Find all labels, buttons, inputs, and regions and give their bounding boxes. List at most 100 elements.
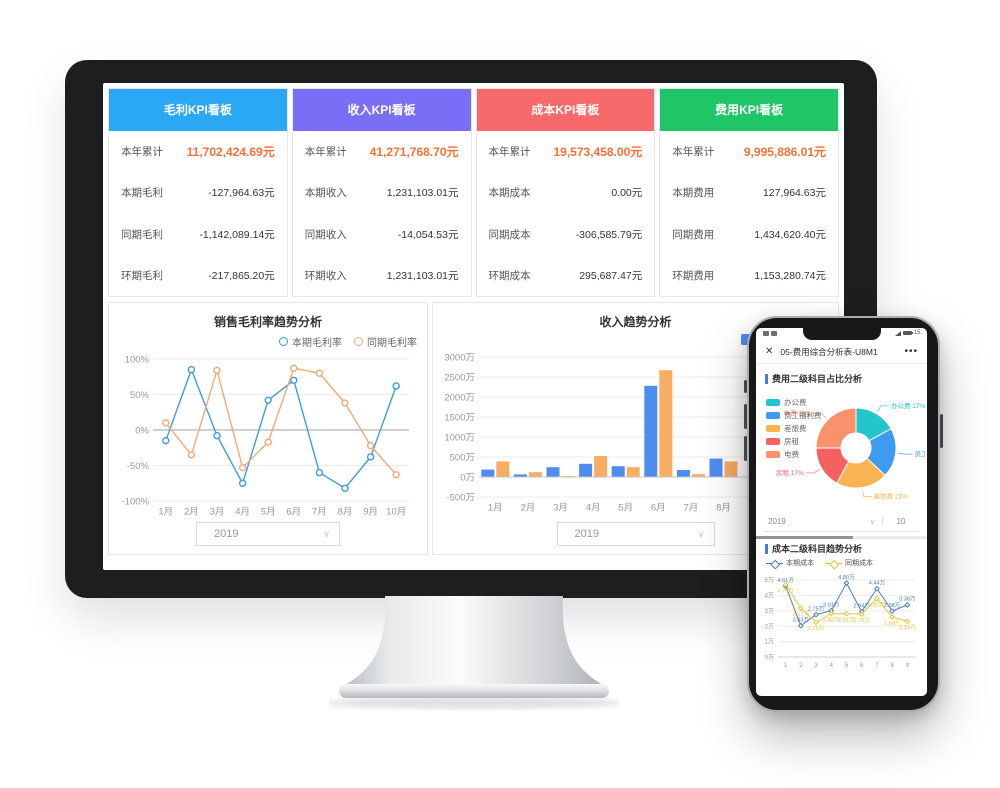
scroll-indicator[interactable] <box>756 536 927 539</box>
svg-text:1500万: 1500万 <box>444 412 475 423</box>
svg-text:6月: 6月 <box>286 507 301 518</box>
svg-text:1万: 1万 <box>765 639 774 646</box>
year-dropdown[interactable]: 2019 ∨ <box>556 522 715 546</box>
chevron-down-icon: ∨ <box>869 518 875 526</box>
legend-item-prior-cost[interactable]: 同期成本 <box>825 558 873 568</box>
swatch-icon <box>766 451 780 458</box>
kpi-row-label: 同期毛利 <box>121 228 163 241</box>
chevron-down-icon: ∨ <box>323 528 330 539</box>
svg-text:2万: 2万 <box>765 623 774 630</box>
kpi-row-label: 环期毛利 <box>121 269 163 282</box>
svg-text:1: 1 <box>784 663 788 669</box>
legend-label: 差旅费 <box>784 424 807 433</box>
svg-text:3.01万: 3.01万 <box>823 601 840 608</box>
year-selector[interactable]: 2019 <box>768 517 786 526</box>
svg-text:6: 6 <box>860 663 864 669</box>
svg-text:4月: 4月 <box>586 503 601 514</box>
svg-text:7月: 7月 <box>684 503 699 514</box>
circle-marker-icon <box>279 337 288 346</box>
stand-base <box>339 684 609 698</box>
svg-text:电费 25%: 电费 25% <box>784 408 812 417</box>
svg-text:3万: 3万 <box>765 608 774 615</box>
diamond-marker-icon <box>766 559 783 567</box>
year-dropdown[interactable]: 2019 ∨ <box>196 522 340 546</box>
legend-square-partial[interactable] <box>741 334 752 345</box>
circle-marker-icon <box>354 337 363 346</box>
kpi-row-label: 本年累计 <box>488 146 531 159</box>
legend-label: 办公费 <box>784 398 807 407</box>
svg-text:8月: 8月 <box>716 503 731 514</box>
legend-item-office[interactable]: 办公费 <box>766 396 822 409</box>
more-menu-icon[interactable]: ••• <box>904 346 918 357</box>
svg-text:3月: 3月 <box>553 503 568 514</box>
stand-shadow <box>329 697 619 709</box>
chart-legend: 本期毛利率 同期毛利率 <box>279 334 417 349</box>
page-title: 05-费用综合分析表-U8M1 <box>780 346 878 357</box>
power-button <box>940 414 943 448</box>
kpi-row: 本年累计 19,573,458.00元 <box>477 131 655 172</box>
svg-text:-100%: -100% <box>122 496 150 507</box>
svg-text:7月: 7月 <box>312 507 327 518</box>
kpi-row-label: 本期收入 <box>304 187 347 200</box>
svg-text:1000万: 1000万 <box>444 432 475 443</box>
kpi-row-label: 同期成本 <box>488 228 531 241</box>
chart-title: 销售毛利率趋势分析 <box>213 315 322 329</box>
svg-text:3: 3 <box>814 663 818 669</box>
svg-text:3000万: 3000万 <box>444 352 475 363</box>
kpi-card-header: 毛利KPI看板 <box>109 89 287 131</box>
svg-text:10月: 10月 <box>386 507 406 518</box>
svg-text:3.38万: 3.38万 <box>899 596 916 603</box>
svg-text:100%: 100% <box>125 354 150 365</box>
legend-item-current-margin[interactable]: 本期毛利率 <box>279 334 342 349</box>
kpi-row: 同期毛利 -1,142,089.14元 <box>109 214 287 255</box>
legend-item-travel[interactable]: 差旅费 <box>766 422 822 435</box>
legend-item-rent[interactable]: 房租 <box>766 435 822 448</box>
kpi-row: 本期收入 1,231,103.01元 <box>293 172 471 213</box>
svg-text:-500万: -500万 <box>446 492 475 503</box>
diamond-marker-icon <box>825 559 842 567</box>
svg-text:-50%: -50% <box>127 461 150 472</box>
status-icon <box>763 331 769 336</box>
legend-item-current-cost[interactable]: 本期成本 <box>766 558 814 568</box>
kpi-row-value: 11,702,424.69元 <box>186 145 275 160</box>
kpi-row-value: -127,964.63元 <box>208 187 275 200</box>
legend-item-welfare[interactable]: 员工福利费 <box>766 409 822 422</box>
kpi-row: 环期毛利 -217,865.20元 <box>109 255 287 296</box>
status-icon <box>771 331 777 336</box>
status-bar-left <box>763 331 777 336</box>
kpi-row-label: 环期成本 <box>488 269 531 282</box>
svg-text:员工: 员工 <box>915 450 925 458</box>
legend-item-prior-margin[interactable]: 同期毛利率 <box>354 334 417 349</box>
svg-text:9: 9 <box>906 663 910 669</box>
kpi-row-value: 1,434,620.40元 <box>754 228 826 241</box>
kpi-row-label: 同期收入 <box>304 228 347 241</box>
svg-text:3月: 3月 <box>210 507 225 518</box>
signal-icon <box>894 330 901 336</box>
pager-value[interactable]: 10 <box>882 517 919 526</box>
kpi-row-label: 本期费用 <box>672 187 715 200</box>
svg-text:2.31万: 2.31万 <box>899 624 916 631</box>
kpi-row-value: 9,995,886.01元 <box>743 145 826 160</box>
margin-trend-panel: 销售毛利率趋势分析 本期毛利率 同期毛利率 -100% -50% 0% 50% 100%… <box>108 302 428 555</box>
swatch-icon <box>766 399 780 406</box>
kpi-card-header: 费用KPI看板 <box>660 89 838 131</box>
kpi-card-expense: 费用KPI看板 本年累计 9,995,886.01元 本期费用 127,964.… <box>659 88 839 297</box>
svg-text:1月: 1月 <box>488 503 503 514</box>
close-icon[interactable]: ✕ <box>765 346 774 357</box>
legend-label: 电费 <box>784 450 799 459</box>
svg-text:3.17万: 3.17万 <box>793 611 810 618</box>
donut-legend: 办公费 员工福利费 差旅费 房租 电费 <box>766 396 822 461</box>
svg-text:1月: 1月 <box>158 507 173 518</box>
legend-label: 同期成本 <box>845 560 873 567</box>
legend-item-electricity[interactable]: 电费 <box>766 448 822 461</box>
kpi-cards-row: 毛利KPI看板 本年累计 11,702,424.69元 本期毛利 -127,96… <box>108 88 839 297</box>
svg-text:7: 7 <box>875 663 879 669</box>
kpi-row-value: 127,964.63元 <box>762 187 826 200</box>
kpi-row-label: 本期成本 <box>488 187 531 200</box>
kpi-card-revenue: 收入KPI看板 本年累计 41,271,768.70元 本期收入 1,231,1… <box>291 88 472 297</box>
svg-text:4.44万: 4.44万 <box>869 579 886 586</box>
kpi-row-label: 同期费用 <box>672 228 715 241</box>
svg-text:0万: 0万 <box>460 472 475 483</box>
clock-text: 15: <box>913 330 922 336</box>
